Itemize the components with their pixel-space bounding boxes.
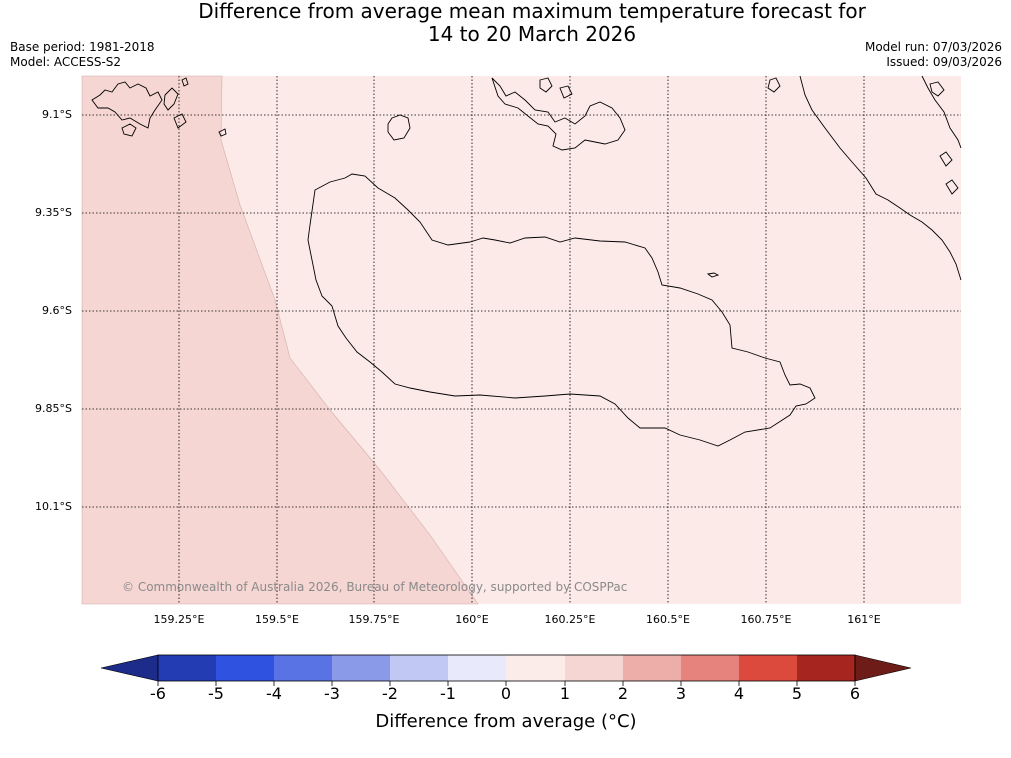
- colorbar-extend-low: [100, 654, 159, 682]
- lat-label-1: 9.1°S: [42, 108, 72, 121]
- meta-left: Base period: 1981-2018 Model: ACCESS-S2: [10, 40, 155, 70]
- colorbar-swatch-9: [623, 655, 681, 681]
- coastlines: [91, 75, 962, 447]
- base-period: Base period: 1981-2018: [10, 40, 155, 54]
- lon-label-2: 159.5°E: [255, 613, 299, 626]
- florida-islet-a: [539, 77, 553, 93]
- colorbar-extend-high: [854, 654, 912, 682]
- ne-islet-d: [939, 151, 953, 167]
- lon-label-4: 160°E: [455, 613, 489, 626]
- issued-date: Issued: 09/03/2026: [886, 55, 1002, 69]
- cb-tick-8: 1: [559, 684, 571, 703]
- cb-tick-11: 4: [733, 684, 745, 703]
- colorbar-outline: [157, 654, 856, 682]
- cb-tick-6: -1: [440, 684, 456, 703]
- cb-tick-7: 0: [500, 684, 512, 703]
- title-line-2: 14 to 20 March 2026: [427, 22, 637, 46]
- colorbar-swatch-1: [158, 655, 216, 681]
- meta-right: Model run: 07/03/2026 Issued: 09/03/2026: [865, 40, 1002, 70]
- malaita-coastline: [799, 75, 962, 281]
- lon-label-6: 160.5°E: [646, 613, 690, 626]
- lon-label-7: 160.75°E: [740, 613, 792, 626]
- colorbar-swatch-7: [506, 655, 565, 681]
- main-island-coastline: [307, 173, 816, 447]
- colorbar: [100, 654, 912, 686]
- colorbar-swatch-11: [739, 655, 797, 681]
- lon-label-5: 160.25°E: [544, 613, 596, 626]
- colorbar-swatch-10: [681, 655, 739, 681]
- colorbar-swatch-4: [332, 655, 390, 681]
- nw-islet-d: [181, 77, 189, 87]
- cb-tick-9: 2: [617, 684, 629, 703]
- cb-tick-1: -6: [150, 684, 166, 703]
- nw-islet-b: [163, 87, 179, 111]
- lon-label-3: 159.75°E: [348, 613, 400, 626]
- lat-label-4: 9.85°S: [35, 402, 72, 415]
- zone-west: [81, 75, 479, 605]
- florida-islet-b: [559, 85, 573, 99]
- lat-label-5: 10.1°S: [35, 500, 72, 513]
- model-name: Model: ACCESS-S2: [10, 55, 122, 69]
- ne-islet-c: [945, 179, 959, 195]
- colorbar-swatch-12: [797, 655, 855, 681]
- small-islet-east: [706, 272, 720, 278]
- lat-label-3: 9.6°S: [42, 304, 72, 317]
- colorbar-swatch-5: [390, 655, 448, 681]
- cb-tick-12: 5: [791, 684, 803, 703]
- nw-islet-a: [121, 123, 137, 137]
- lon-label-8: 161°E: [847, 613, 881, 626]
- islet-west: [218, 128, 227, 137]
- colorbar-swatch-8: [565, 655, 623, 681]
- cb-tick-10: 3: [675, 684, 687, 703]
- cb-tick-4: -3: [324, 684, 340, 703]
- colorbar-swatch-3: [274, 655, 332, 681]
- nw-islet-c: [173, 113, 187, 129]
- malaita-east-coast: [921, 75, 962, 149]
- cb-tick-5: -2: [382, 684, 398, 703]
- title-line-1: Difference from average mean maximum tem…: [198, 0, 866, 23]
- small-islet-north: [387, 114, 411, 141]
- florida-islands: [491, 77, 626, 151]
- cb-tick-2: -5: [208, 684, 224, 703]
- cb-tick-13: 6: [849, 684, 861, 703]
- lon-label-1: 159.25°E: [153, 613, 205, 626]
- chart-title: Difference from average mean maximum tem…: [0, 0, 1011, 46]
- gridlines: [82, 76, 961, 604]
- ne-islet-b: [767, 77, 781, 93]
- cb-tick-3: -4: [266, 684, 282, 703]
- colorbar-swatch-2: [216, 655, 274, 681]
- ne-islet-a: [929, 81, 945, 97]
- colorbar-title: Difference from average (°C): [375, 711, 637, 732]
- nw-island-cluster: [91, 81, 163, 129]
- colorbar-swatch-6: [448, 655, 506, 681]
- model-run: Model run: 07/03/2026: [864, 40, 1002, 54]
- lat-label-2: 9.35°S: [35, 206, 72, 219]
- copyright-notice: © Commonwealth of Australia 2026, Bureau…: [122, 580, 628, 594]
